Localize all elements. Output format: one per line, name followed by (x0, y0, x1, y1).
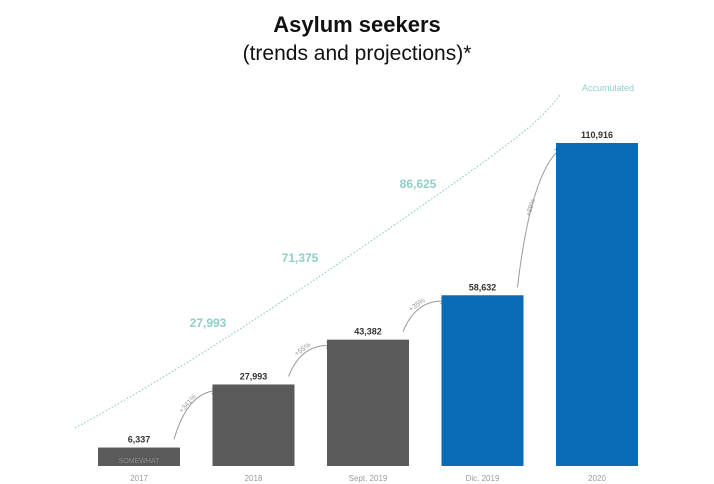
accumulated-legend-label: Accumulated (582, 83, 634, 93)
accumulated-trend-line (74, 94, 561, 429)
bar-1 (98, 447, 180, 466)
growth-arrow (173, 390, 217, 440)
chart-subtitle: (trends and projections)* (242, 42, 472, 65)
bar-value-label: 110,916 (581, 130, 613, 140)
growth-arrow (288, 346, 332, 377)
x-tick-label: Sept. 2019 (349, 474, 388, 483)
bar-inner-label: SOMEWHAT (119, 458, 160, 465)
bar-value-label: 27,993 (240, 371, 268, 381)
bar-4 (441, 295, 524, 466)
growth-label: +341% (178, 393, 198, 414)
growth-label: +89% (525, 198, 537, 217)
accumulated-value-label: 71,375 (282, 251, 319, 265)
accumulated-value-label: 27,993 (190, 316, 227, 330)
bar-5 (556, 143, 638, 466)
x-tick-label: 2020 (588, 474, 606, 483)
growth-arrow (517, 149, 561, 288)
accumulated-value-label: 86,625 (400, 177, 437, 191)
x-tick-label: Dic. 2019 (466, 474, 500, 483)
bar-value-label: 6,337 (128, 435, 151, 445)
bar-value-label: 43,382 (354, 327, 382, 337)
growth-arrow (402, 301, 446, 332)
bar-value-label: 58,632 (469, 282, 497, 292)
bar-3 (327, 339, 409, 466)
x-tick-label: 2018 (245, 474, 263, 483)
chart-title: Asylum seekers (273, 12, 441, 37)
x-tick-label: 2017 (130, 474, 148, 483)
bar-2 (212, 384, 295, 466)
